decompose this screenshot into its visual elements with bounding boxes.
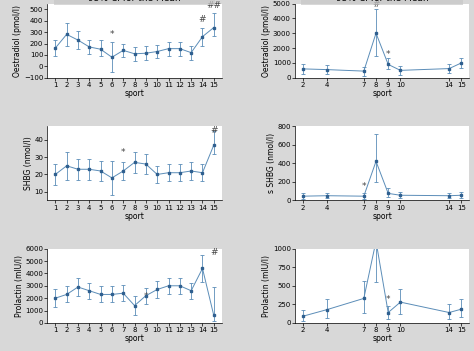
- Y-axis label: Prolactin (mIU/l): Prolactin (mIU/l): [263, 255, 272, 317]
- Text: *: *: [386, 295, 391, 304]
- Text: *: *: [386, 50, 391, 59]
- Y-axis label: Prolactin (mIU/l): Prolactin (mIU/l): [15, 255, 24, 317]
- Text: *: *: [109, 29, 114, 39]
- X-axis label: sport: sport: [372, 335, 392, 344]
- X-axis label: sport: sport: [125, 335, 145, 344]
- Y-axis label: SHBG (nmol/l): SHBG (nmol/l): [24, 136, 33, 190]
- Text: *: *: [121, 148, 126, 158]
- Text: *: *: [144, 292, 148, 302]
- X-axis label: sport: sport: [125, 212, 145, 221]
- Text: #: #: [372, 0, 380, 9]
- Y-axis label: Oestradiol (pmol/l): Oestradiol (pmol/l): [13, 5, 22, 77]
- Y-axis label: s SHBG (nmol/l): s SHBG (nmol/l): [267, 133, 276, 193]
- Title: Interval Plot of Oestradiol vs Sport
95% CI for the Mean: Interval Plot of Oestradiol vs Sport 95%…: [304, 0, 460, 3]
- Text: #: #: [199, 15, 206, 24]
- Text: ##: ##: [206, 1, 221, 10]
- Text: *: *: [362, 182, 366, 191]
- Title: Interval Plot of Oestradiol vs sport
95% CI for the Mean: Interval Plot of Oestradiol vs sport 95%…: [57, 0, 212, 3]
- X-axis label: sport: sport: [372, 212, 392, 221]
- X-axis label: sport: sport: [372, 90, 392, 98]
- Y-axis label: Oestradiol (pmol/l): Oestradiol (pmol/l): [263, 5, 272, 77]
- X-axis label: sport: sport: [125, 90, 145, 98]
- Text: #: #: [210, 126, 218, 135]
- Text: #: #: [210, 248, 218, 257]
